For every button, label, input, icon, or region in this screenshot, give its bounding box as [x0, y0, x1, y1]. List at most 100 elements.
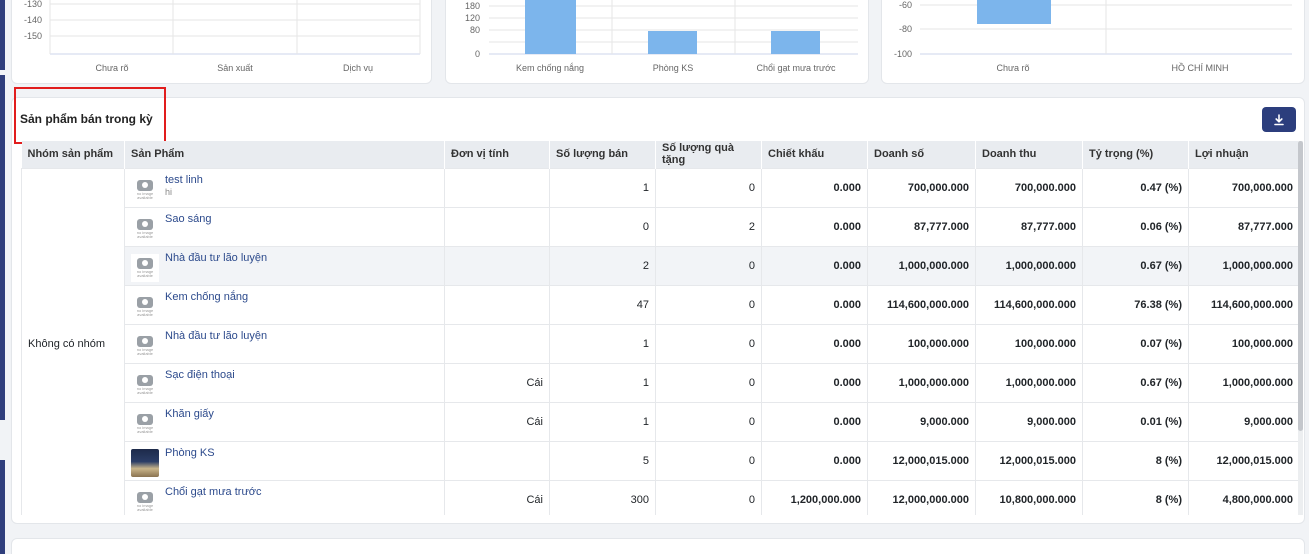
- qty-gift-cell: 0: [655, 362, 762, 403]
- qty-sold-cell: 1: [549, 167, 656, 208]
- col-header-discount[interactable]: Chiết khấu: [761, 141, 868, 168]
- product-cell: no image available Nhà đầu tư lão luyện: [124, 245, 445, 286]
- table-row[interactable]: Không có nhóm no image available test linh…: [21, 167, 1299, 515]
- sales-cell: 12,000,000.000: [867, 479, 976, 515]
- products-table-wrap[interactable]: Nhóm sản phẩm Sản Phẩm Đơn vị tính Số lư…: [21, 141, 1299, 515]
- next-section-card: [11, 538, 1305, 554]
- share-cell: 8 (%): [1082, 440, 1189, 481]
- no-image-icon: no image available: [131, 175, 159, 204]
- qty-gift-cell: 2: [655, 206, 762, 247]
- revenue-cell: 100,000.000: [975, 323, 1083, 364]
- bar-choi-gat-mua[interactable]: [771, 31, 820, 54]
- share-cell: 0.07 (%): [1082, 323, 1189, 364]
- table-row[interactable]: no image available Sao sáng 0 2 0.000 87,777.…: [22, 206, 1299, 247]
- group-cell: Không có nhóm: [21, 167, 125, 515]
- table-row[interactable]: no image available Khăn giấy Cái 1 0 0.000 9,0…: [22, 401, 1299, 442]
- y-tick: 120: [465, 13, 480, 23]
- revenue-cell: 1,000,000.000: [975, 245, 1083, 286]
- col-header-share[interactable]: Tỷ trọng (%): [1082, 141, 1189, 168]
- product-cell: no image available Kem chống nắng: [124, 284, 445, 325]
- product-name-link[interactable]: Kem chống nắng: [165, 290, 249, 303]
- discount-cell: 0.000: [761, 440, 868, 481]
- table-row[interactable]: Phòng KS 5 0 0.000 12,000,015.000 12,000,015.…: [22, 440, 1299, 481]
- profit-cell: 1,000,000.000: [1188, 362, 1299, 403]
- no-image-caption: no image available: [136, 190, 154, 200]
- bar-phong-ks[interactable]: [648, 31, 697, 54]
- qty-gift-cell: 0: [655, 167, 762, 208]
- table-row[interactable]: no image available Kem chống nắng 47 0 0.000…: [22, 284, 1299, 325]
- qty-sold-cell: 0: [549, 206, 656, 247]
- revenue-cell: 114,600,000.000: [975, 284, 1083, 325]
- product-name-link[interactable]: Chổi gạt mưa trước: [165, 485, 262, 498]
- x-tick: Phòng KS: [653, 63, 694, 73]
- sales-cell: 12,000,015.000: [867, 440, 976, 481]
- no-image-icon: no image available: [131, 292, 159, 321]
- chart-card-right: -60 -80 -100 Chưa rõ HỒ CHÍ MINH: [881, 0, 1305, 84]
- col-header-profit[interactable]: Lợi nhuận: [1188, 141, 1299, 168]
- share-cell: 0.67 (%): [1082, 245, 1189, 286]
- no-image-caption: no image available: [136, 229, 154, 239]
- bar-kem-chong-nang[interactable]: [525, 0, 576, 54]
- no-image-icon: no image available: [131, 370, 159, 399]
- y-tick: 0: [475, 49, 480, 59]
- qty-gift-cell: 0: [655, 401, 762, 442]
- table-row[interactable]: no image available Sạc điện thoại Cái 1 0 0.0…: [22, 362, 1299, 403]
- product-name-link[interactable]: Phòng KS: [165, 446, 215, 459]
- table-row[interactable]: no image available Nhà đầu tư lão luyện 2 0…: [22, 245, 1299, 286]
- discount-cell: 0.000: [761, 167, 868, 208]
- x-tick: Chổi gạt mưa trước: [757, 63, 836, 73]
- qty-sold-cell: 1: [549, 362, 656, 403]
- qty-gift-cell: 0: [655, 245, 762, 286]
- product-name-link[interactable]: Khăn giấy: [165, 407, 214, 420]
- col-header-unit[interactable]: Đơn vị tính: [444, 141, 550, 168]
- table-row[interactable]: no image available Chổi gạt mưa trước Cái 3…: [22, 479, 1299, 515]
- y-tick: -60: [899, 0, 912, 10]
- unit-cell: [444, 206, 550, 247]
- product-name-link[interactable]: Sao sáng: [165, 212, 212, 225]
- discount-cell: 0.000: [761, 401, 868, 442]
- table-row[interactable]: no image available Nhà đầu tư lão luyện 1 0…: [22, 323, 1299, 364]
- col-header-qty-gift[interactable]: Số lượng quà tặng: [655, 141, 762, 168]
- no-image-caption: no image available: [136, 502, 154, 512]
- qty-sold-cell: 47: [549, 284, 656, 325]
- y-tick: -150: [24, 31, 42, 41]
- profit-cell: 100,000.000: [1188, 323, 1299, 364]
- x-tick: Chưa rõ: [996, 63, 1029, 73]
- profit-cell: 1,000,000.000: [1188, 245, 1299, 286]
- product-cell: no image available Khăn giấy: [124, 401, 445, 442]
- products-table: Nhóm sản phẩm Sản Phẩm Đơn vị tính Số lư…: [21, 141, 1299, 515]
- unit-cell: [444, 284, 550, 325]
- qty-gift-cell: 0: [655, 479, 762, 515]
- no-image-icon: no image available: [131, 409, 159, 438]
- product-cell: Phòng KS: [124, 440, 445, 481]
- discount-cell: 1,200,000.000: [761, 479, 868, 515]
- col-header-product[interactable]: Sản Phẩm: [124, 141, 445, 168]
- col-header-revenue[interactable]: Doanh thu: [975, 141, 1083, 168]
- profit-cell: 700,000.000: [1188, 167, 1299, 208]
- sidebar-edge-bottom: [0, 460, 5, 554]
- product-name-link[interactable]: Sạc điện thoại: [165, 368, 235, 381]
- download-button[interactable]: [1262, 107, 1296, 132]
- product-name-link[interactable]: Nhà đầu tư lão luyện: [165, 251, 268, 264]
- scrollbar-thumb[interactable]: [1298, 141, 1303, 431]
- col-header-sales[interactable]: Doanh số: [867, 141, 976, 168]
- col-header-qty-sold[interactable]: Số lượng bán: [549, 141, 656, 168]
- profit-cell: 12,000,015.000: [1188, 440, 1299, 481]
- no-image-caption: no image available: [136, 268, 154, 278]
- share-cell: 0.06 (%): [1082, 206, 1189, 247]
- product-name-link[interactable]: test linh: [165, 173, 203, 186]
- table-scrollbar[interactable]: [1298, 141, 1303, 515]
- download-icon: [1274, 113, 1284, 125]
- no-image-caption: no image available: [136, 307, 154, 317]
- products-sold-card: Sản phẩm bán trong kỳ Nhóm sản: [11, 87, 1305, 524]
- section-title: Sản phẩm bán trong kỳ: [20, 112, 153, 126]
- product-cell: no image available Nhà đầu tư lão luyện: [124, 323, 445, 364]
- col-header-group[interactable]: Nhóm sản phẩm: [21, 141, 125, 168]
- bar-chua-ro[interactable]: [977, 0, 1051, 24]
- x-tick: Chưa rõ: [95, 63, 128, 73]
- y-tick: -130: [24, 0, 42, 9]
- y-tick: -80: [899, 24, 912, 34]
- share-cell: 0.01 (%): [1082, 401, 1189, 442]
- product-name-link[interactable]: Nhà đầu tư lão luyện: [165, 329, 268, 342]
- share-cell: 0.67 (%): [1082, 362, 1189, 403]
